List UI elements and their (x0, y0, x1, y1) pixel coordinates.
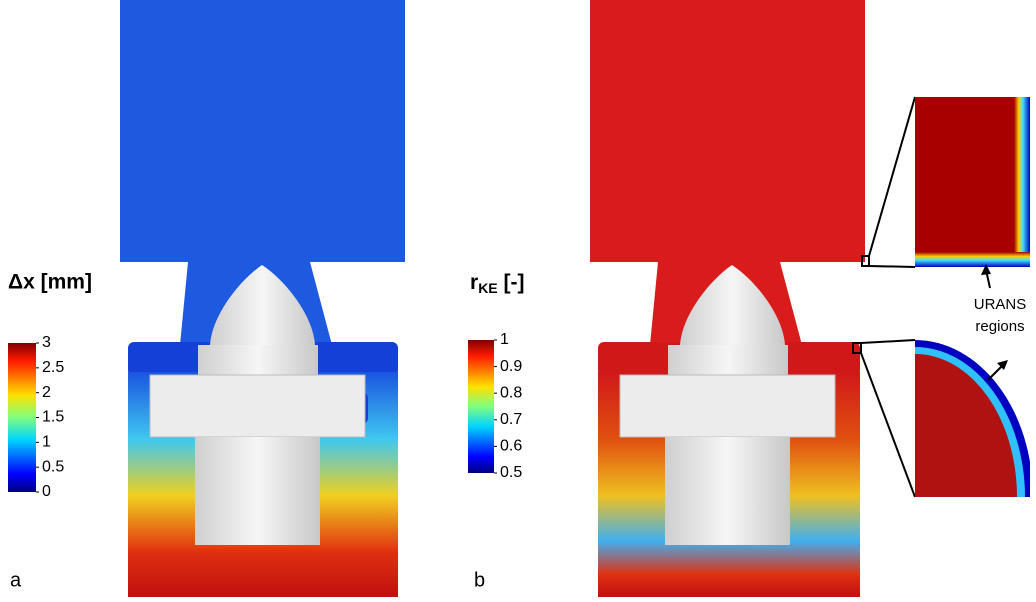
tick-label: 0.5 (42, 458, 64, 475)
figure: URANS regions Δx [mm] a rKE [-] b 0 0.5 1 1… (0, 0, 1036, 597)
tick-label: 0.7 (500, 411, 522, 428)
tick-label: 2 (42, 384, 51, 401)
panel-label: a (10, 569, 22, 591)
colorbar (468, 340, 494, 473)
colorbar-title: Δx [mm] (8, 271, 92, 294)
tick-label: 0.5 (500, 464, 522, 481)
tick-label: 3 (42, 334, 51, 351)
colorbar-title: rKE [-] (470, 271, 524, 296)
tick-label: 0 (42, 483, 51, 500)
annotation: URANS (974, 296, 1027, 313)
title-unit: [-] (498, 271, 525, 294)
title-main: r (470, 271, 478, 294)
tick-label: 1 (500, 331, 509, 348)
panel-label: b (474, 569, 485, 591)
tick-label: 0.9 (500, 358, 522, 375)
colorbar (8, 343, 36, 492)
tick-label: 1 (42, 434, 51, 451)
tick-label: 1.5 (42, 409, 64, 426)
tick-label: 0.8 (500, 384, 522, 401)
tick-label: 0.6 (500, 438, 522, 455)
tick-label: 2.5 (42, 359, 64, 376)
annotation: regions (975, 318, 1024, 335)
title-subscript: KE (478, 280, 497, 296)
